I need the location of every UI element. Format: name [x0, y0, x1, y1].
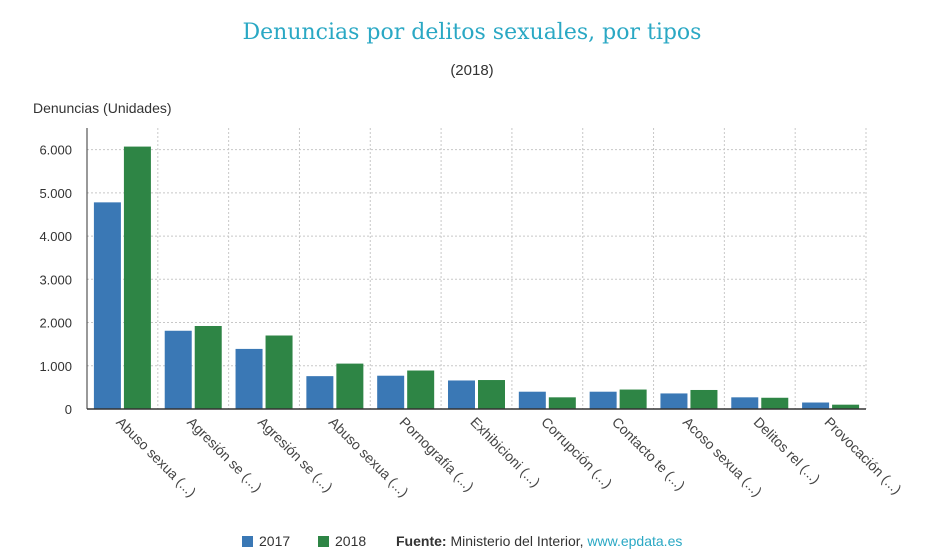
chart-title: Denuncias por delitos sexuales, por tipo…: [242, 20, 702, 45]
bar-2018-2: [194, 325, 222, 409]
bar-2017-10: [731, 397, 759, 409]
bar-2018-7: [548, 397, 576, 409]
x-tick-label: Agresión se (...): [255, 414, 336, 495]
bar-2018-3: [265, 335, 293, 409]
legend-swatch-2017: [242, 535, 253, 547]
x-tick-label: Corrupción (...): [538, 414, 615, 491]
bar-2017-3: [235, 348, 263, 409]
bar-2017-7: [518, 391, 546, 409]
bar-2018-1: [123, 146, 151, 409]
y-tick-label: 5.000: [39, 186, 72, 201]
bar-2017-1: [93, 202, 121, 409]
bar-2017-4: [306, 376, 334, 409]
bar-2017-2: [164, 330, 192, 409]
y-tick-label: 2.000: [39, 316, 72, 331]
bar-2018-10: [761, 397, 789, 409]
y-tick-label: 0: [65, 402, 72, 417]
x-tick-label: Agresión se (...): [184, 414, 265, 495]
source-note: Fuente: Ministerio del Interior, www.epd…: [396, 533, 682, 549]
bar-2018-9: [690, 389, 718, 409]
bar-2017-5: [377, 375, 405, 409]
bar-2017-8: [589, 391, 617, 409]
legend-item-2018[interactable]: 2018: [318, 533, 366, 549]
y-tick-label: 6.000: [39, 143, 72, 158]
x-tick-label: Provocación (...): [821, 414, 904, 497]
bar-2017-9: [660, 393, 688, 409]
x-tick-label: Contacto te (...): [609, 414, 689, 494]
legend-item-2017[interactable]: 2017: [242, 533, 290, 549]
chart-footer: 2017 2018 Fuente: Ministerio del Interio…: [0, 533, 952, 553]
legend-swatch-2018: [318, 535, 329, 547]
bar-2018-4: [336, 363, 364, 409]
chart-subtitle: (2018): [450, 62, 494, 79]
bar-2017-11: [802, 402, 830, 409]
source-label: Fuente:: [396, 533, 447, 549]
y-tick-label: 3.000: [39, 272, 72, 287]
bar-2017-6: [448, 380, 475, 409]
y-tick-label: 4.000: [39, 229, 72, 244]
legend-label-2017: 2017: [259, 533, 291, 549]
source-text: Ministerio del Interior,: [450, 533, 584, 549]
bar-2018-8: [619, 389, 647, 409]
bar-2018-11: [832, 404, 860, 409]
x-tick-label: Pornografía (...): [397, 414, 478, 495]
source-link[interactable]: www.epdata.es: [587, 533, 683, 549]
y-tick-label: 1.000: [39, 359, 72, 374]
bar-2018-6: [478, 380, 505, 409]
legend-label-2018: 2018: [335, 533, 367, 549]
x-tick-label: Exhibicioni (...): [467, 414, 543, 490]
x-tick-label: Delitos rel (...): [751, 414, 824, 487]
bar-2018-5: [407, 370, 435, 409]
y-axis-label: Denuncias (Unidades): [33, 100, 172, 116]
